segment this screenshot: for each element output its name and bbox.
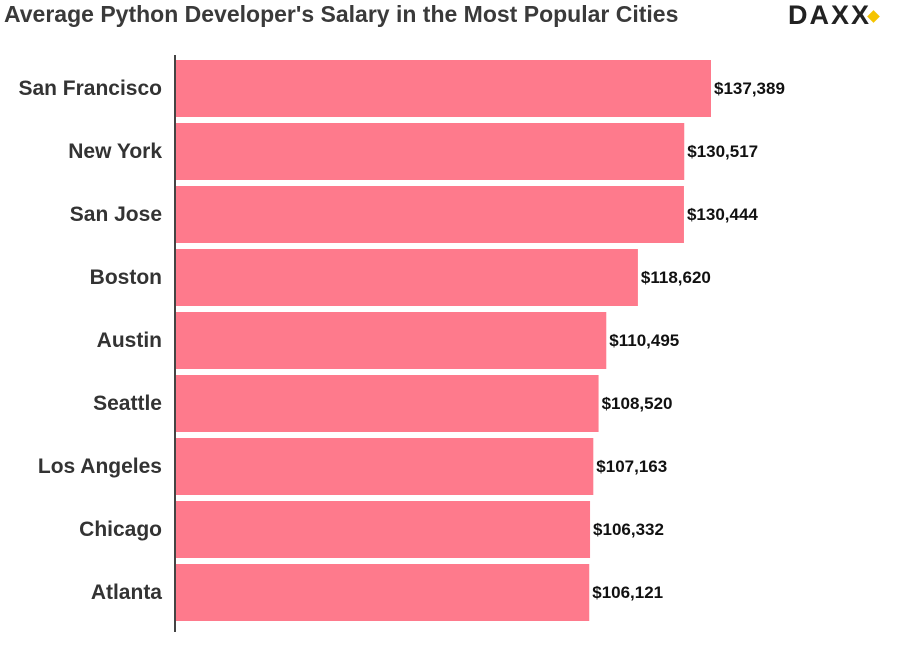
logo-text: DAXX <box>788 0 871 30</box>
value-label: $118,620 <box>641 268 711 287</box>
value-label: $106,332 <box>593 520 664 539</box>
y-tick-label: Austin <box>97 329 162 352</box>
value-label: $137,389 <box>714 79 785 98</box>
value-label: $106,121 <box>592 583 663 602</box>
value-label: $110,495 <box>609 331 679 350</box>
value-label: $130,517 <box>687 142 758 161</box>
value-label: $108,520 <box>602 394 673 413</box>
chart-title: Average Python Developer's Salary in the… <box>4 1 678 27</box>
bar <box>176 501 591 558</box>
bar <box>176 249 638 306</box>
value-label: $107,163 <box>596 457 667 476</box>
y-tick-label: New York <box>68 140 162 163</box>
bar <box>176 123 685 180</box>
bar <box>176 186 684 243</box>
y-tick-label: San Francisco <box>18 77 162 100</box>
value-label: $130,444 <box>687 205 758 224</box>
bar <box>176 60 711 117</box>
y-tick-label: Chicago <box>79 518 162 541</box>
logo: DAXX <box>788 0 880 30</box>
bar <box>176 438 594 495</box>
y-tick-label: Seattle <box>93 392 162 415</box>
bar <box>176 564 590 621</box>
y-tick-label: Atlanta <box>91 581 162 604</box>
bar <box>176 312 607 369</box>
bar <box>176 375 599 432</box>
y-tick-label: San Jose <box>70 203 162 226</box>
y-tick-label: Boston <box>90 266 162 289</box>
y-tick-label: Los Angeles <box>38 455 162 478</box>
